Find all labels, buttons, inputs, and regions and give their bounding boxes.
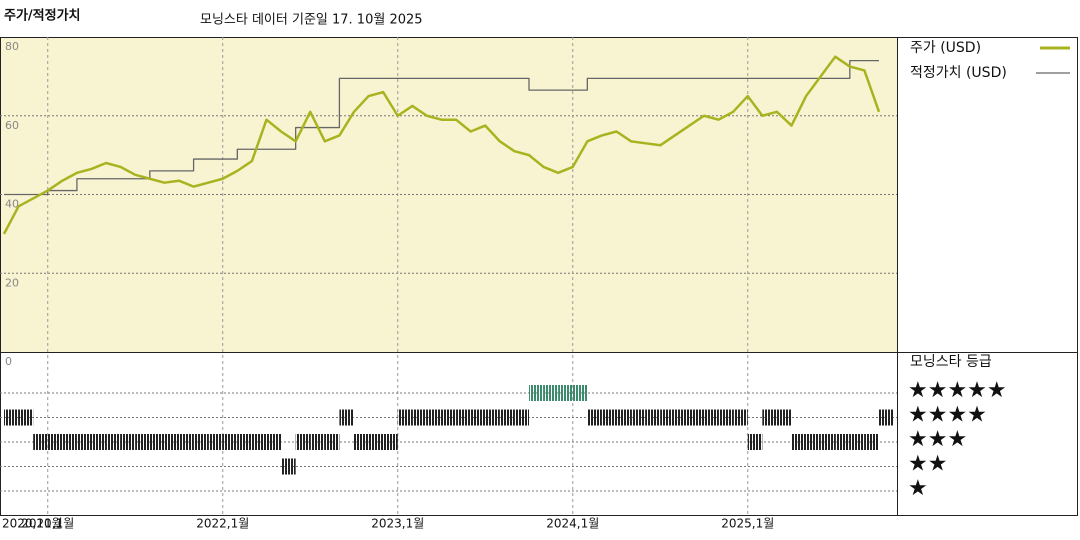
rating-bar [354, 434, 369, 450]
rating-bar [266, 434, 282, 450]
rating-bar [33, 434, 48, 450]
y-tick-label: 60 [5, 119, 19, 132]
rating-bar [879, 409, 894, 426]
y-tick-label: 80 [5, 40, 19, 53]
rating-bar [791, 434, 807, 450]
rating-bar [310, 434, 325, 450]
rating-bar [776, 409, 792, 426]
rating-bar [543, 385, 559, 401]
rating-bar [674, 409, 690, 426]
rating-bar [164, 434, 179, 450]
rating-bar [601, 409, 617, 426]
rating-bar [91, 434, 107, 450]
rating-bar [281, 458, 296, 475]
rating-bar [747, 434, 763, 450]
rating-bar [18, 409, 34, 426]
rating-bar [368, 434, 384, 450]
chart-title: 주가/적정가치 [4, 8, 81, 24]
rating-label: ★★★★★ [908, 378, 1007, 403]
rating-bar [631, 409, 646, 426]
rating-bar [383, 434, 398, 450]
x-tick-label: 2023,1월 [371, 517, 424, 531]
rating-bar [135, 434, 150, 450]
rating-bar [120, 434, 136, 450]
rating-bar [4, 409, 19, 426]
rating-bar [572, 385, 588, 401]
rating-bar [529, 385, 544, 401]
rating-bar [441, 409, 457, 426]
rating-bar [76, 434, 92, 450]
x-tick-label: 2022,1월 [196, 517, 249, 531]
frame [0, 37, 1078, 516]
rating-bar [718, 409, 734, 426]
rating-bar [456, 409, 471, 426]
rating-bar [820, 434, 836, 450]
series-line [2, 55, 881, 235]
rating-label: ★★★★ [908, 403, 987, 428]
rating-bar [660, 409, 675, 426]
y-tick-label: 40 [5, 198, 19, 211]
rating-bar [864, 434, 879, 450]
rating-bar [149, 434, 165, 450]
rating-bar [835, 434, 850, 450]
rating-header: 모닝스타 등급 [910, 354, 992, 370]
rating-bar [806, 434, 821, 450]
rating-bar [193, 434, 209, 450]
rating-bar [237, 434, 252, 450]
chart-subtitle: 모닝스타 데이터 기준일 17. 10월 2025 [200, 13, 423, 28]
rating-bar [849, 434, 865, 450]
rating-bar [587, 409, 602, 426]
rating-bar [339, 409, 354, 426]
x-tick-label: 2025,1월 [721, 517, 774, 531]
rating-bar [397, 409, 413, 426]
rating-bar [251, 434, 267, 450]
rating-bar [704, 409, 719, 426]
rating-bar [179, 434, 194, 450]
rating-bar [689, 409, 704, 426]
rating-bar [222, 434, 238, 450]
rating-bar [47, 434, 63, 450]
rating-bar [106, 434, 121, 450]
rating-label: ★★ [908, 452, 947, 477]
rating-bar [324, 434, 340, 450]
rating-bar [62, 434, 77, 450]
x-tick-label: 2020,10월 [2, 517, 63, 531]
x-tick-label: 2024,1월 [546, 517, 599, 531]
legend-label: 주가 (USD) [910, 40, 981, 56]
rating-bar [616, 409, 632, 426]
rating-bar [470, 409, 486, 426]
rating-bar [558, 385, 573, 401]
rating-bar [426, 409, 442, 426]
series-line [4, 59, 879, 196]
rating-bar [412, 409, 427, 426]
y-tick-label: 20 [5, 276, 19, 289]
rating-bar [208, 434, 223, 450]
rating-bar [733, 409, 748, 426]
rating-bar [485, 409, 500, 426]
rating-bar [295, 434, 311, 450]
legend-label: 적정가치 (USD) [910, 65, 1007, 81]
rating-bar [514, 409, 529, 426]
rating-label: ★★★ [908, 427, 967, 452]
rating-bar [762, 409, 777, 426]
y-tick-label: 0 [5, 355, 12, 368]
rating-bar [499, 409, 515, 426]
x-tick-label: 2021,1월 [21, 517, 74, 531]
rating-bar [645, 409, 661, 426]
rating-label: ★ [908, 476, 928, 501]
